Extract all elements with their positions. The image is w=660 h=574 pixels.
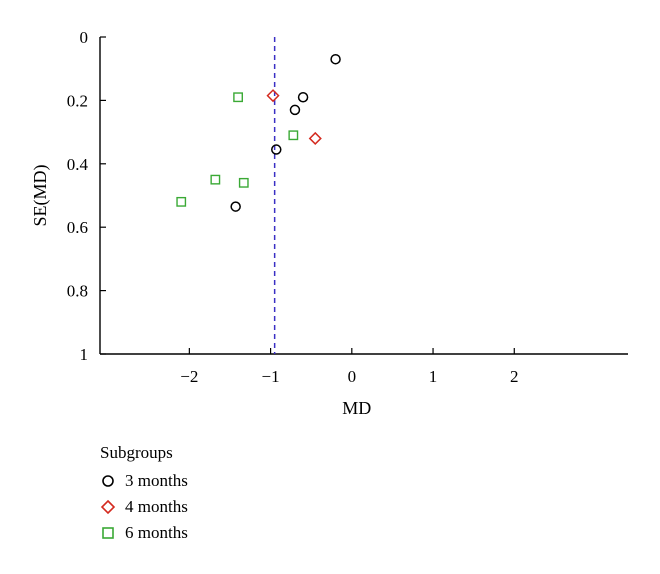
legend-item-3-months: 3 months [100,468,188,494]
y-axis-title: SE(MD) [30,164,51,226]
data-point-square [210,174,221,185]
data-point-circle [289,104,301,116]
y-tick-label: 0.4 [67,155,89,174]
legend-title: Subgroups [100,443,173,462]
x-tick-label: 1 [429,367,438,386]
legend-item-6-months: 6 months [100,520,188,546]
y-tick-label: 0 [80,28,89,47]
legend-label: 3 months [125,471,188,490]
x-tick-label: −1 [262,367,280,386]
legend-label: 4 months [125,497,188,516]
data-point-circle [230,201,241,212]
x-tick-label: 0 [348,367,357,386]
y-tick-label: 1 [80,345,89,364]
x-tick-label: 2 [510,367,519,386]
legend-item-4-months: 4 months [100,494,188,520]
diamond-marker-icon [100,499,116,515]
axis-ticks: 0 0.2 0.4 0.6 0.8 1 −2 −1 0 1 2 [67,28,519,386]
legend-label: 6 months [125,523,188,542]
y-tick-label: 0.6 [67,218,88,237]
plot-axes [99,37,628,355]
data-point-diamond [266,89,280,103]
legend: Subgroups 3 months 4 months 6 months [100,440,188,546]
x-axis-title: MD [342,398,371,418]
data-point-square [238,177,249,188]
data-point-square [176,196,187,207]
square-marker-icon [102,527,114,539]
y-tick-label: 0.2 [67,91,88,110]
data-point-square [288,130,299,141]
circle-marker-icon [102,475,114,487]
data-point-diamond [308,131,322,146]
data-point-square [233,92,243,103]
data-point-circle [330,53,341,65]
data-point-circle [297,91,309,103]
data-points [176,53,341,212]
y-tick-label: 0.8 [67,282,88,301]
data-point-circle [271,144,282,155]
x-tick-label: −2 [180,367,198,386]
